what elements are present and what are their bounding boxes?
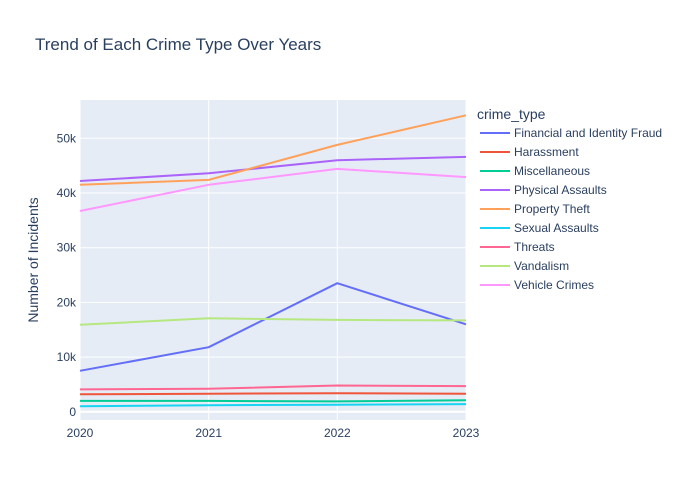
y-tick-label: 0: [69, 405, 76, 419]
legend-label: Harassment: [514, 145, 579, 159]
series-layer: [79, 114, 467, 408]
legend-item[interactable]: Miscellaneous: [480, 164, 590, 178]
series-line-vehicle-crimes[interactable]: [79, 167, 467, 212]
x-tick-label: 2022: [324, 426, 351, 440]
x-axis: 2020 2021 2022 2023: [67, 426, 480, 440]
x-tick-label: 2021: [195, 426, 222, 440]
legend-label: Threats: [514, 240, 555, 254]
legend-label: Physical Assaults: [514, 183, 607, 197]
y-tick-label: 50k: [57, 131, 77, 145]
legend-item[interactable]: Vehicle Crimes: [480, 278, 594, 292]
series-line-sexual-assaults[interactable]: [79, 403, 467, 408]
series-line-property-theft[interactable]: [79, 114, 467, 186]
legend-title: crime_type: [477, 106, 546, 122]
x-tick-label: 2020: [67, 426, 94, 440]
y-tick-label: 10k: [57, 350, 77, 364]
grid-layer: [79, 100, 467, 420]
legend-item[interactable]: Vandalism: [480, 259, 569, 273]
chart-title: Trend of Each Crime Type Over Years: [35, 35, 321, 54]
legend-item[interactable]: Financial and Identity Fraud: [480, 126, 662, 140]
legend-label: Sexual Assaults: [514, 221, 599, 235]
plot-area: [80, 100, 466, 420]
legend-item[interactable]: Sexual Assaults: [480, 221, 599, 235]
series-line-physical-assaults[interactable]: [79, 155, 467, 182]
y-axis: 0 10k 20k 30k 40k 50k: [57, 131, 77, 419]
series-line-harassment[interactable]: [79, 392, 467, 396]
legend-item[interactable]: Physical Assaults: [480, 183, 607, 197]
legend-item[interactable]: Property Theft: [480, 202, 590, 216]
legend-label: Vandalism: [514, 259, 569, 273]
legend-item[interactable]: Threats: [480, 240, 555, 254]
y-axis-title: Number of Incidents: [25, 197, 41, 322]
x-tick-label: 2023: [453, 426, 480, 440]
y-tick-label: 40k: [57, 186, 77, 200]
series-line-financial-and-identity-fraud[interactable]: [79, 282, 467, 372]
series-line-vandalism[interactable]: [79, 317, 467, 326]
legend-label: Financial and Identity Fraud: [514, 126, 662, 140]
y-tick-label: 30k: [57, 241, 77, 255]
legend-label: Miscellaneous: [514, 164, 590, 178]
series-line-miscellaneous[interactable]: [80, 399, 467, 403]
legend-label: Property Theft: [514, 202, 590, 216]
y-tick-label: 20k: [57, 295, 77, 309]
legend-item[interactable]: Harassment: [480, 145, 579, 159]
legend[interactable]: crime_type Financial and Identity Fraud H…: [477, 106, 662, 292]
legend-label: Vehicle Crimes: [514, 278, 594, 292]
series-line-threats[interactable]: [79, 384, 467, 391]
